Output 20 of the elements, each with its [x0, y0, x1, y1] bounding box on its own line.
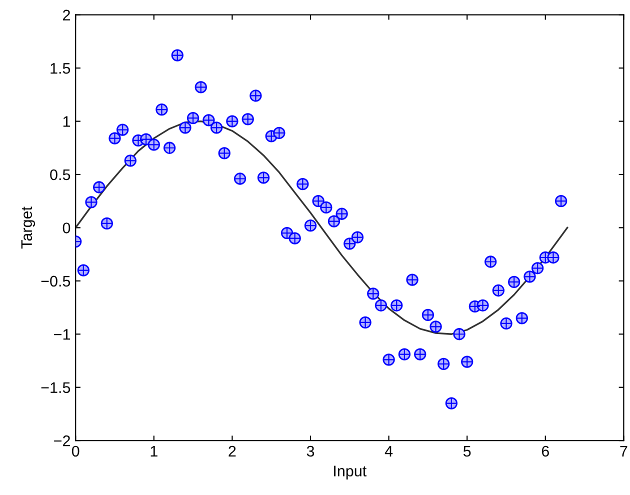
- x-tick-label: 5: [463, 446, 471, 457]
- y-tick-label: 2: [63, 10, 70, 20]
- x-tick-label: 1: [150, 446, 158, 456]
- x-tick-label: 6: [542, 446, 549, 457]
- y-tick-label: −1.5: [41, 382, 70, 394]
- x-axis-title: Input: [334, 466, 367, 480]
- x-tick-label: 7: [620, 446, 628, 456]
- y-axis-title: Target: [21, 206, 36, 249]
- y-tick-label: −1: [54, 329, 70, 340]
- y-tick-label: −2: [54, 435, 70, 446]
- x-tick-label: 0: [72, 446, 80, 457]
- y-tick-label: 0: [62, 222, 70, 234]
- x-tick-label: 3: [306, 446, 314, 457]
- y-tick-label: 1: [63, 116, 70, 127]
- y-tick-label: −0.5: [41, 276, 70, 287]
- y-tick-label: 0.5: [50, 169, 70, 180]
- y-tick-label: 1.5: [50, 63, 70, 74]
- x-tick-label: 4: [384, 446, 393, 456]
- line-series: [76, 120, 568, 335]
- x-tick-label: 2: [228, 446, 236, 456]
